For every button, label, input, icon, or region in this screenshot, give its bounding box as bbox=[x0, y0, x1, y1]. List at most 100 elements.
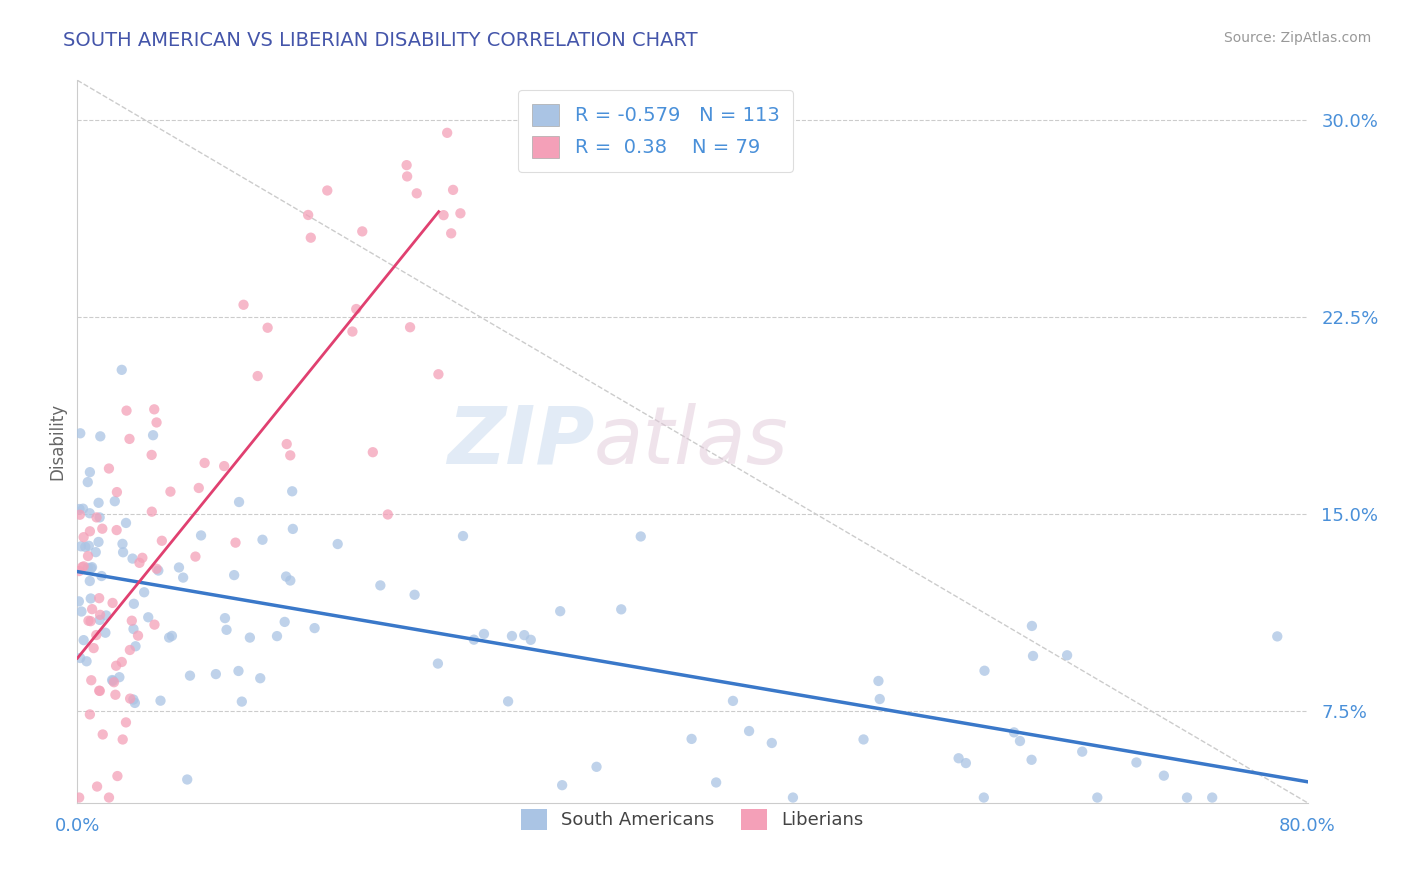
Point bbox=[87, 535, 110, 549]
Point bbox=[228, 664, 250, 678]
Text: atlas: atlas bbox=[595, 402, 789, 481]
Point bbox=[782, 790, 804, 805]
Point bbox=[352, 224, 374, 238]
Point bbox=[404, 588, 426, 602]
Point bbox=[75, 540, 97, 554]
Point bbox=[1175, 790, 1198, 805]
Legend: South Americans, Liberians: South Americans, Liberians bbox=[515, 802, 870, 837]
Point bbox=[179, 668, 201, 682]
Point bbox=[190, 528, 212, 542]
Point bbox=[134, 585, 156, 599]
Point bbox=[141, 448, 163, 462]
Point bbox=[89, 683, 111, 698]
Point bbox=[297, 208, 319, 222]
Point bbox=[76, 654, 98, 668]
Point bbox=[396, 169, 419, 184]
Point bbox=[1022, 648, 1045, 663]
Point bbox=[1056, 648, 1078, 663]
Point bbox=[97, 461, 120, 475]
Point bbox=[215, 623, 238, 637]
Text: SOUTH AMERICAN VS LIBERIAN DISABILITY CORRELATION CHART: SOUTH AMERICAN VS LIBERIAN DISABILITY CO… bbox=[63, 31, 697, 50]
Point bbox=[738, 724, 761, 739]
Point bbox=[225, 535, 247, 549]
Point bbox=[274, 569, 297, 583]
Point bbox=[112, 545, 135, 559]
Point bbox=[249, 671, 271, 685]
Point bbox=[187, 481, 209, 495]
Point bbox=[149, 694, 172, 708]
Point bbox=[70, 560, 93, 574]
Point bbox=[87, 496, 110, 510]
Point bbox=[89, 607, 111, 622]
Point bbox=[115, 715, 138, 730]
Point bbox=[316, 184, 339, 198]
Point bbox=[426, 657, 449, 671]
Point bbox=[72, 501, 94, 516]
Point bbox=[118, 432, 141, 446]
Point bbox=[246, 369, 269, 384]
Point bbox=[79, 707, 101, 722]
Point bbox=[194, 456, 217, 470]
Point bbox=[111, 655, 134, 669]
Point bbox=[868, 673, 890, 688]
Point bbox=[141, 505, 163, 519]
Point bbox=[704, 775, 727, 789]
Point bbox=[89, 684, 111, 698]
Point bbox=[120, 691, 142, 706]
Point bbox=[276, 437, 298, 451]
Point bbox=[513, 628, 536, 642]
Point bbox=[79, 465, 101, 479]
Point bbox=[228, 495, 250, 509]
Point bbox=[89, 591, 111, 606]
Point bbox=[148, 564, 170, 578]
Point bbox=[342, 325, 364, 339]
Point bbox=[111, 732, 134, 747]
Point bbox=[160, 629, 183, 643]
Point bbox=[105, 523, 128, 537]
Point bbox=[122, 692, 145, 706]
Point bbox=[105, 485, 128, 500]
Point bbox=[172, 571, 194, 585]
Point bbox=[1201, 790, 1223, 805]
Point bbox=[82, 602, 104, 616]
Point bbox=[252, 533, 274, 547]
Point bbox=[205, 667, 228, 681]
Point bbox=[94, 625, 117, 640]
Point bbox=[721, 694, 744, 708]
Point bbox=[86, 510, 108, 524]
Point bbox=[224, 568, 246, 582]
Point bbox=[159, 484, 181, 499]
Point bbox=[440, 227, 463, 241]
Point bbox=[101, 673, 124, 688]
Point bbox=[610, 602, 633, 616]
Point bbox=[89, 613, 111, 627]
Y-axis label: Disability: Disability bbox=[48, 403, 66, 480]
Point bbox=[150, 533, 173, 548]
Point bbox=[89, 429, 111, 443]
Point bbox=[361, 445, 384, 459]
Point bbox=[681, 731, 703, 746]
Point bbox=[176, 772, 198, 787]
Point bbox=[278, 448, 301, 462]
Point bbox=[145, 562, 167, 576]
Point bbox=[91, 727, 114, 741]
Point bbox=[326, 537, 349, 551]
Point bbox=[79, 614, 101, 628]
Point bbox=[432, 208, 454, 222]
Point bbox=[1008, 734, 1031, 748]
Point bbox=[79, 574, 101, 588]
Point bbox=[73, 559, 96, 574]
Point bbox=[98, 790, 121, 805]
Point bbox=[948, 751, 970, 765]
Point bbox=[124, 640, 146, 654]
Point bbox=[1153, 769, 1175, 783]
Point bbox=[131, 550, 153, 565]
Point bbox=[67, 564, 90, 578]
Point bbox=[496, 694, 519, 708]
Point bbox=[1125, 756, 1147, 770]
Point bbox=[80, 673, 103, 688]
Point bbox=[77, 614, 100, 628]
Point bbox=[299, 230, 322, 244]
Point bbox=[136, 610, 159, 624]
Point bbox=[72, 530, 94, 544]
